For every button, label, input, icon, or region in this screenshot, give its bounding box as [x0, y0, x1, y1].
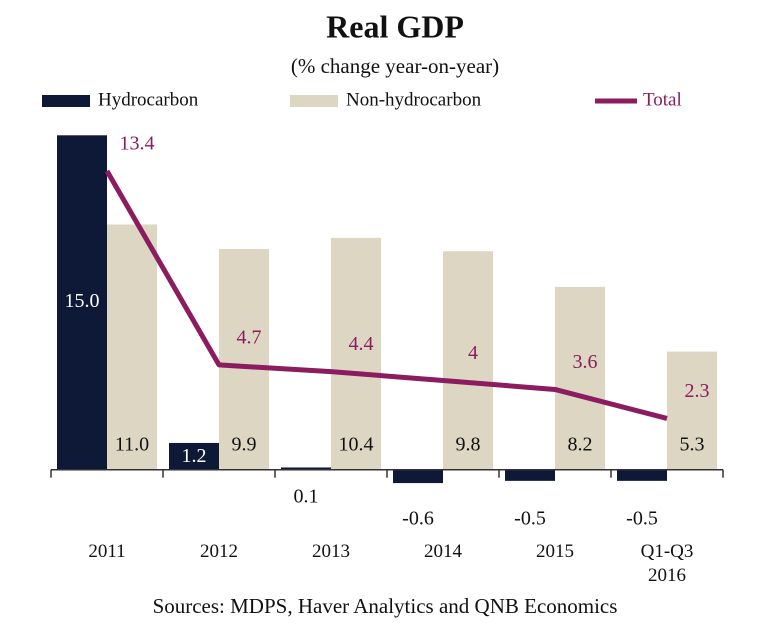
bar: [667, 351, 717, 470]
chart-subtitle: (% change year-on-year): [291, 54, 499, 78]
x-tick-label: 2012: [200, 541, 238, 562]
legend-label: Total: [643, 89, 682, 110]
bar: [57, 135, 107, 470]
legend-label: Non-hydrocarbon: [346, 89, 482, 110]
value-label: 5.3: [680, 433, 705, 455]
bar: [505, 469, 555, 481]
value-label: 15.0: [65, 290, 100, 312]
line: [104, 169, 668, 421]
value-label: -0.6: [402, 507, 434, 529]
value-label: 8.2: [568, 433, 593, 455]
source-note: Sources: MDPS, Haver Analytics and QNB E…: [153, 594, 618, 618]
x-tick-label: 2015: [536, 541, 574, 562]
value-label: -0.5: [514, 507, 546, 529]
x-tick-label: 2014: [424, 541, 462, 562]
bar: [169, 442, 219, 470]
value-label: 11.0: [115, 433, 149, 455]
value-label: 3.6: [573, 351, 598, 373]
bar: [555, 286, 605, 470]
bar: [107, 224, 157, 470]
chart-title: Real GDP: [326, 8, 464, 44]
legend-swatch: [290, 95, 338, 107]
bar: [219, 248, 269, 470]
x-tick-label: Q1-Q3 2016: [640, 541, 694, 586]
bar: [617, 469, 667, 481]
value-label: 0.1: [294, 485, 319, 507]
value-label: 2.3: [685, 380, 710, 402]
value-label: 9.9: [232, 433, 257, 455]
bar: [331, 237, 381, 470]
bar: [281, 467, 331, 470]
value-label: 4.4: [349, 333, 374, 355]
value-label: 10.4: [339, 433, 374, 455]
value-label: 4.7: [237, 327, 262, 349]
value-label: 1.2: [182, 445, 207, 467]
legend-label: Hydrocarbon: [98, 89, 199, 110]
value-label: 9.8: [456, 433, 481, 455]
legend-swatch: [42, 95, 90, 107]
value-label: 4: [468, 342, 478, 364]
bar: [443, 251, 493, 470]
value-label: 13.4: [120, 133, 155, 155]
x-tick-label: 2011: [88, 541, 126, 562]
value-label: -0.5: [626, 507, 658, 529]
x-tick-label: 2013: [312, 541, 350, 562]
bar: [393, 469, 443, 484]
